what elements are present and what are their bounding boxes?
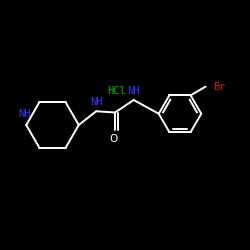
Text: HCl: HCl	[107, 86, 126, 96]
Text: Br: Br	[213, 82, 225, 92]
Text: NH: NH	[90, 97, 103, 107]
Text: O: O	[110, 134, 118, 144]
Text: NH: NH	[128, 86, 140, 96]
Text: NH: NH	[18, 109, 31, 119]
